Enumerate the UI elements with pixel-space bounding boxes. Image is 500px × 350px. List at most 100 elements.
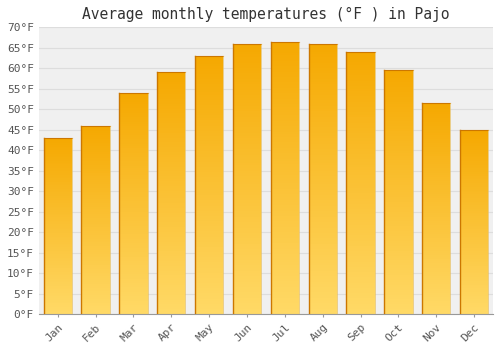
Bar — [157, 309, 186, 312]
Bar — [460, 273, 488, 275]
Bar — [384, 260, 412, 263]
Bar — [384, 102, 412, 104]
Bar — [44, 273, 72, 275]
Bar — [384, 139, 412, 141]
Bar — [308, 87, 337, 90]
Bar — [233, 92, 261, 95]
Bar — [44, 173, 72, 175]
Bar — [195, 107, 224, 110]
Bar — [460, 237, 488, 238]
Bar — [195, 177, 224, 180]
Bar — [44, 235, 72, 237]
Bar — [346, 259, 375, 261]
Bar — [384, 312, 412, 314]
Bar — [384, 251, 412, 253]
Bar — [384, 280, 412, 282]
Bar — [44, 309, 72, 310]
Bar — [195, 61, 224, 64]
Bar — [384, 233, 412, 236]
Bar — [422, 166, 450, 168]
Bar — [308, 176, 337, 179]
Bar — [82, 133, 110, 135]
Bar — [195, 97, 224, 100]
Bar — [460, 200, 488, 202]
Bar — [308, 84, 337, 87]
Bar — [157, 145, 186, 147]
Bar — [308, 260, 337, 262]
Bar — [384, 78, 412, 80]
Bar — [384, 114, 412, 117]
Bar — [119, 183, 148, 186]
Bar — [233, 287, 261, 290]
Bar — [157, 266, 186, 268]
Bar — [82, 239, 110, 240]
Bar — [346, 204, 375, 206]
Bar — [384, 229, 412, 231]
Bar — [308, 211, 337, 214]
Bar — [384, 177, 412, 180]
Bar — [157, 280, 186, 282]
Bar — [119, 181, 148, 183]
Bar — [270, 240, 299, 243]
Bar — [422, 209, 450, 211]
Bar — [44, 284, 72, 286]
Bar — [270, 265, 299, 268]
Bar — [460, 174, 488, 176]
Bar — [422, 244, 450, 246]
Bar — [82, 209, 110, 210]
Bar — [308, 219, 337, 222]
Bar — [195, 229, 224, 231]
Bar — [82, 237, 110, 239]
Bar — [157, 246, 186, 249]
Bar — [157, 181, 186, 183]
Bar — [82, 286, 110, 288]
Bar — [157, 220, 186, 222]
Bar — [233, 211, 261, 214]
Bar — [460, 172, 488, 174]
Bar — [308, 163, 337, 165]
Bar — [422, 133, 450, 135]
Bar — [308, 287, 337, 290]
Bar — [195, 299, 224, 301]
Bar — [119, 228, 148, 230]
Bar — [195, 265, 224, 268]
Bar — [384, 297, 412, 299]
Bar — [346, 206, 375, 209]
Bar — [308, 298, 337, 301]
Bar — [308, 174, 337, 176]
Bar — [384, 83, 412, 85]
Bar — [460, 203, 488, 205]
Bar — [157, 75, 186, 77]
Bar — [82, 154, 110, 156]
Bar — [422, 147, 450, 149]
Bar — [422, 128, 450, 131]
Bar — [195, 309, 224, 312]
Bar — [422, 308, 450, 310]
Bar — [233, 127, 261, 130]
Bar — [460, 270, 488, 272]
Bar — [233, 284, 261, 287]
Bar — [460, 288, 488, 290]
Bar — [422, 196, 450, 198]
Bar — [422, 183, 450, 186]
Bar — [195, 185, 224, 188]
Bar — [195, 214, 224, 216]
Bar — [460, 255, 488, 257]
Bar — [346, 164, 375, 167]
Bar — [233, 49, 261, 52]
Bar — [384, 185, 412, 187]
Bar — [119, 217, 148, 219]
Bar — [422, 186, 450, 188]
Bar — [233, 254, 261, 257]
Bar — [44, 201, 72, 203]
Bar — [82, 127, 110, 130]
Bar — [308, 311, 337, 314]
Bar — [82, 165, 110, 167]
Bar — [308, 233, 337, 236]
Bar — [82, 244, 110, 246]
Bar — [44, 233, 72, 235]
Bar — [44, 154, 72, 155]
Bar — [270, 55, 299, 58]
Bar — [157, 116, 186, 118]
Bar — [82, 176, 110, 178]
